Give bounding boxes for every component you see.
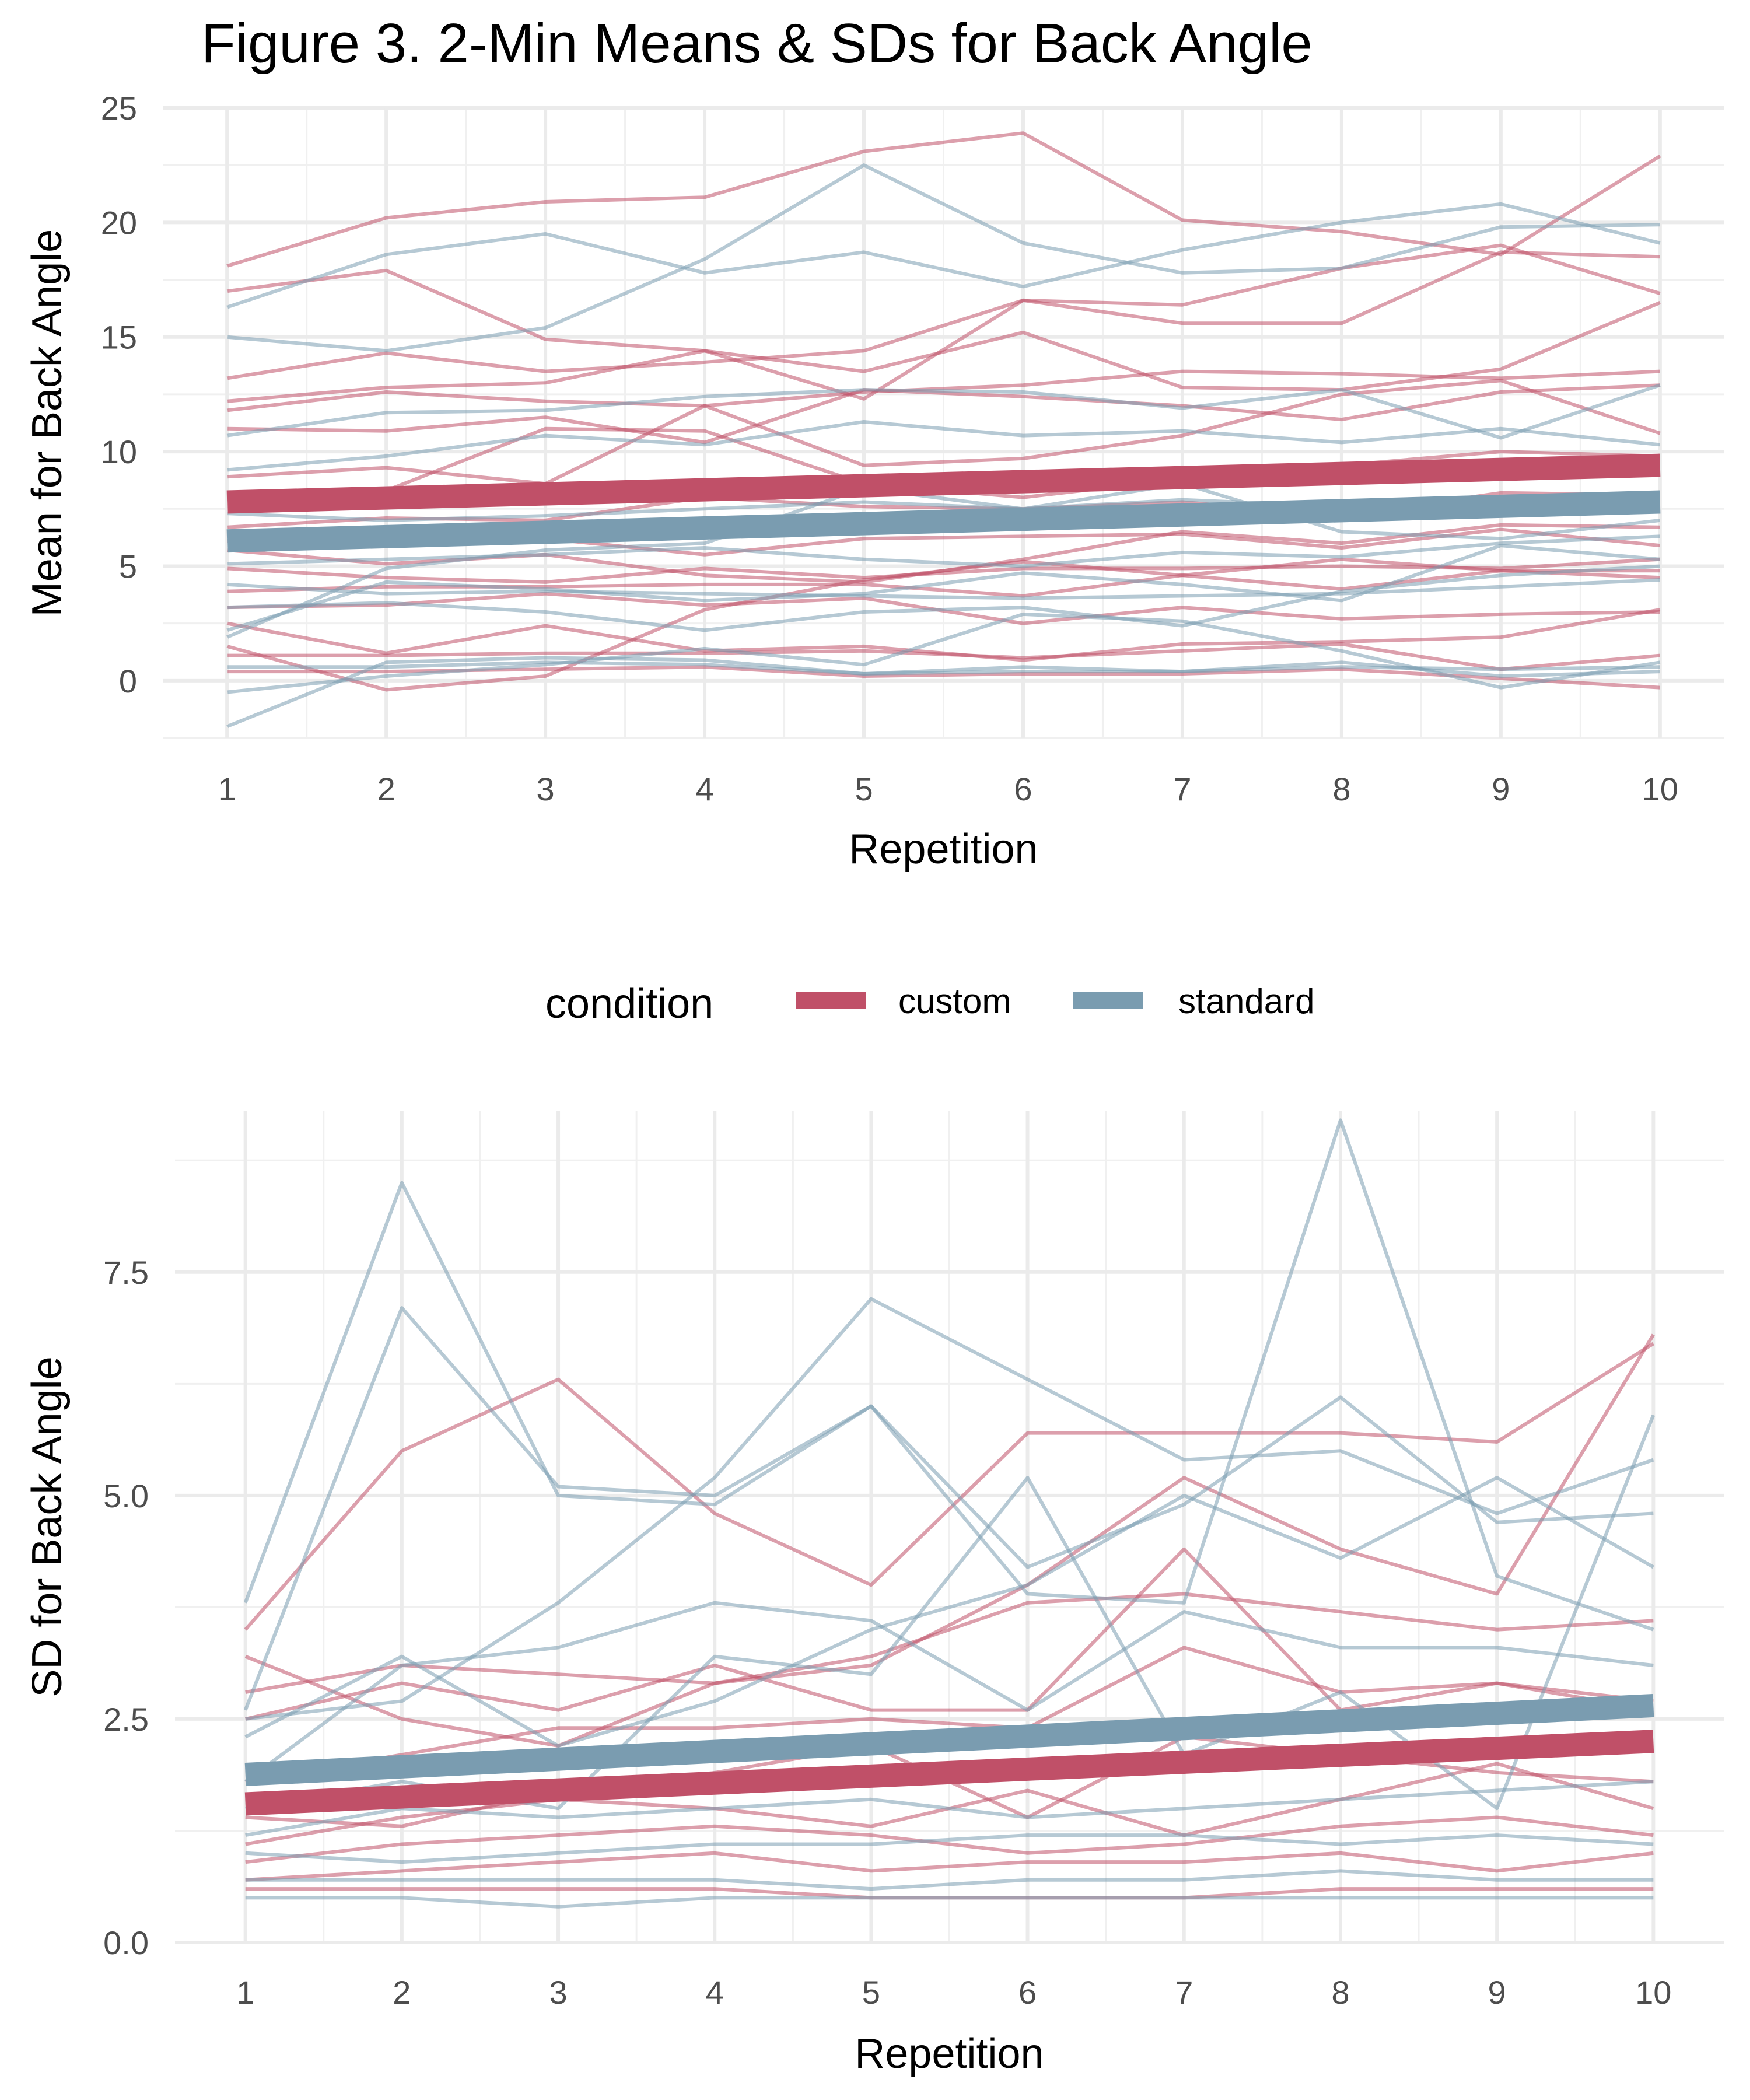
series-line-custom <box>245 1646 1654 1784</box>
series-line-standard <box>245 1780 1654 1838</box>
series-line-standard <box>227 578 1660 600</box>
y-tick-label: 5 <box>119 548 137 584</box>
series-line-custom <box>227 383 1660 444</box>
series-line-standard <box>243 1306 1654 1711</box>
x-tick-labels: 1 2 3 4 5 6 7 8 9 10 <box>236 1974 1671 2011</box>
series-line-standard <box>245 1833 1654 1864</box>
series-line-custom <box>244 1334 1655 1748</box>
x-tick-label: 3 <box>537 771 555 807</box>
y-tick-label: 15 <box>101 319 137 356</box>
x-tick-labels: 1 2 3 4 5 6 7 8 9 10 <box>218 771 1678 807</box>
series-line-custom <box>227 557 1660 584</box>
y-tick-label: 25 <box>101 90 137 127</box>
x-tick-label: 7 <box>1175 1974 1193 2011</box>
series-line-custom <box>227 379 1661 486</box>
y-tick-label: 7.5 <box>103 1254 149 1291</box>
series-line-custom <box>245 1815 1654 1864</box>
y-tick-label: 10 <box>101 433 137 470</box>
y-axis-title: SD for Back Angle <box>24 1356 71 1697</box>
x-tick-label: 5 <box>855 771 873 807</box>
series-line-standard <box>226 544 1661 632</box>
series-line-standard <box>226 656 1660 729</box>
series-line-standard <box>245 1297 1654 1721</box>
series-line-standard <box>226 202 1661 309</box>
series-line-standard <box>245 1869 1654 1891</box>
x-tick-label: 2 <box>377 771 396 807</box>
trend-line-custom <box>226 453 1661 514</box>
series-line-custom <box>244 1342 1654 1631</box>
x-tick-label: 1 <box>236 1974 254 2011</box>
series-line-standard <box>245 1896 1654 1909</box>
x-axis-title: Repetition <box>855 2031 1044 2077</box>
figure-title: Figure 3. 2-Min Means & SDs for Back Ang… <box>201 12 1312 75</box>
x-tick-label: 9 <box>1492 771 1510 807</box>
gridlines <box>175 1111 1724 1944</box>
y-axis-title: Mean for Back Angle <box>24 229 71 617</box>
trend-line-standard <box>244 1693 1654 1786</box>
x-tick-label: 6 <box>1019 1974 1037 2011</box>
y-tick-label: 2.5 <box>103 1701 149 1738</box>
series-line-custom <box>245 1592 1654 1694</box>
trend-line-standard <box>226 490 1661 553</box>
x-tick-label: 1 <box>218 771 236 807</box>
series-line-custom <box>226 243 1661 401</box>
series-line-standard <box>226 482 1661 639</box>
series-line-custom <box>226 557 1660 692</box>
trend-lines <box>244 1693 1654 1816</box>
x-tick-label: 6 <box>1014 771 1032 807</box>
legend-key-custom <box>796 992 866 1009</box>
series-line-custom <box>227 642 1661 671</box>
series-line-custom <box>245 1851 1654 1882</box>
x-tick-label: 5 <box>862 1974 880 2011</box>
x-tick-label: 10 <box>1642 771 1678 807</box>
y-tick-labels: 0 5 10 15 20 25 <box>101 90 137 699</box>
series-line-custom <box>226 301 1661 403</box>
trend-lines <box>226 453 1661 553</box>
legend: condition custom standard <box>545 981 1315 1027</box>
series-line-standard <box>227 534 1660 568</box>
trend-line-custom <box>244 1730 1654 1816</box>
series-lines <box>243 1118 1656 1909</box>
legend-label-standard: standard <box>1178 982 1315 1021</box>
legend-key-standard <box>1073 992 1143 1009</box>
series-line-standard <box>243 1118 1654 1632</box>
series-line-custom <box>226 131 1661 268</box>
x-tick-label: 4 <box>695 771 713 807</box>
gridlines <box>163 106 1724 739</box>
mean-panel: 0 5 10 15 20 25 1 2 3 4 5 6 7 8 9 10 Repetition Mean for … <box>24 90 1724 873</box>
x-tick-label: 8 <box>1332 771 1350 807</box>
series-line-standard <box>226 420 1661 472</box>
y-tick-label: 20 <box>101 204 137 241</box>
series-line-custom <box>226 250 1660 380</box>
series-line-custom <box>226 369 1660 412</box>
series-lines <box>226 131 1661 729</box>
series-line-standard <box>226 163 1660 353</box>
y-tick-labels: 0.0 2.5 5.0 7.5 <box>103 1254 149 1961</box>
x-tick-label: 7 <box>1173 771 1191 807</box>
x-tick-label: 4 <box>706 1974 724 2011</box>
x-tick-label: 8 <box>1331 1974 1349 2011</box>
sd-panel: 0.0 2.5 5.0 7.5 1 2 3 4 5 6 7 8 9 10 Repetition SD for … <box>24 1111 1724 2077</box>
series-line-custom <box>245 1547 1654 1721</box>
x-axis-title: Repetition <box>849 826 1038 873</box>
x-tick-label: 9 <box>1488 1974 1506 2011</box>
x-tick-label: 2 <box>393 1974 411 2011</box>
legend-title: condition <box>545 981 713 1027</box>
legend-label-custom: custom <box>898 982 1011 1021</box>
x-tick-label: 3 <box>549 1974 567 2011</box>
x-tick-label: 10 <box>1635 1974 1671 2011</box>
series-line-standard <box>226 383 1661 440</box>
series-line-standard <box>227 564 1660 632</box>
series-line-standard <box>244 1601 1654 1783</box>
series-line-standard <box>244 1476 1654 1748</box>
y-tick-label: 0 <box>119 663 137 699</box>
y-tick-label: 5.0 <box>103 1478 149 1514</box>
y-tick-label: 0.0 <box>103 1924 149 1961</box>
